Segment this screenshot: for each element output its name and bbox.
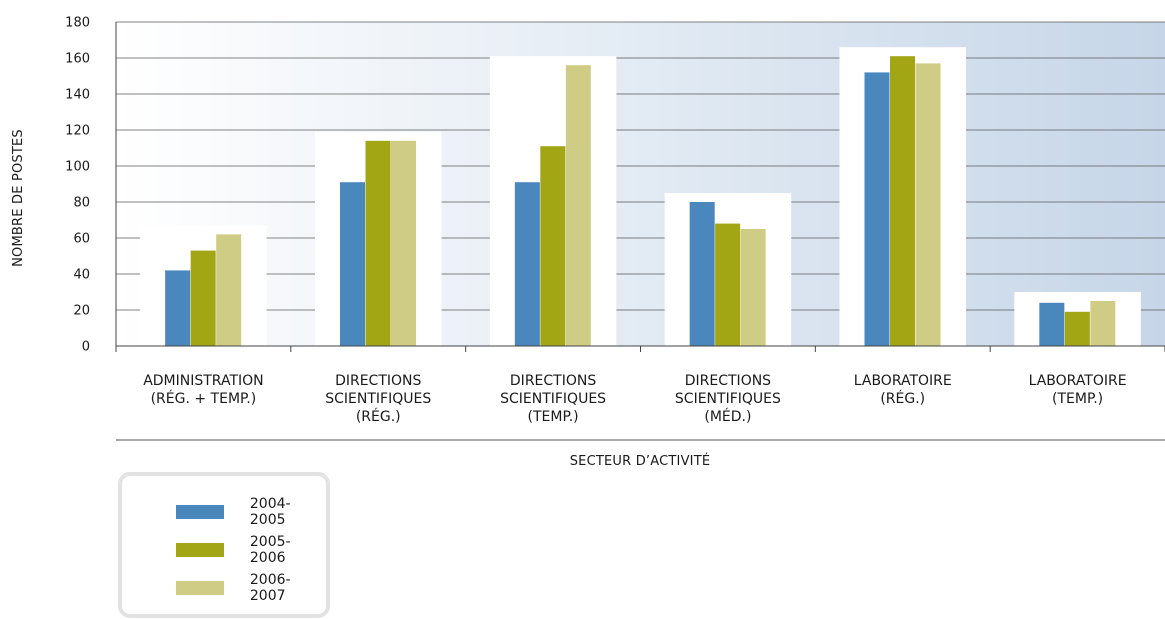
legend-label: 2004-2005	[249, 496, 291, 528]
legend-item: 2006-2007	[176, 572, 326, 604]
bar	[1090, 301, 1116, 346]
bar	[890, 56, 915, 346]
bar	[540, 146, 566, 346]
y-tick-label: 120	[65, 124, 90, 139]
legend-item: 2004-2005	[176, 496, 326, 528]
bar	[190, 250, 216, 346]
bar	[1039, 302, 1065, 346]
bar	[216, 234, 242, 346]
y-tick-label: 80	[73, 196, 90, 211]
bar	[864, 72, 890, 347]
legend-swatch	[176, 505, 224, 519]
bar	[165, 270, 191, 346]
legend-item: 2005-2006	[176, 534, 326, 566]
legend-swatch	[176, 543, 224, 557]
x-tick-label: DIRECTIONS SCIENTIFIQUES (MÉD.)	[675, 373, 781, 425]
y-tick-label: 180	[65, 16, 90, 31]
y-tick-label: 20	[73, 304, 90, 319]
y-tick-label: 60	[73, 232, 90, 247]
category-labels: ADMINISTRATION (RÉG. + TEMP.) DIRECTIONS SC…	[143, 373, 1126, 425]
legend-label: 2006-2007	[249, 572, 291, 604]
bar	[915, 63, 941, 347]
legend: 2004-2005 2005-2006 2006-2007	[118, 472, 330, 618]
y-tick-label: 100	[65, 160, 90, 175]
bar	[565, 65, 591, 346]
bar	[689, 202, 715, 346]
x-tick-label: LABORATOIRE (TEMP.)	[1029, 373, 1127, 407]
bar	[365, 140, 391, 346]
y-axis-ticks: 0 20 40 60 80 100 120 140 160 180	[65, 16, 117, 355]
y-tick-label: 140	[65, 88, 90, 103]
bar	[391, 140, 416, 346]
bar	[1064, 311, 1090, 346]
y-tick-label: 160	[65, 52, 90, 67]
bars	[165, 56, 1116, 347]
legend-label: 2005-2006	[249, 534, 291, 566]
x-axis	[115, 345, 1165, 352]
y-tick-label: 0	[82, 340, 90, 355]
bar	[340, 182, 365, 346]
bar	[740, 229, 766, 346]
bar	[514, 182, 540, 346]
x-tick-label: LABORATOIRE (RÉG.)	[854, 373, 952, 407]
x-tick-label: ADMINISTRATION (RÉG. + TEMP.)	[143, 373, 263, 407]
x-tick-label: DIRECTIONS SCIENTIFIQUES (RÉG.)	[325, 373, 431, 425]
bar-chart: 0 20 40 60 80 100 120 140 160 180 ADMINISTRATION(…	[11, 16, 1165, 469]
y-tick-label: 40	[73, 268, 90, 283]
plot-background	[116, 22, 1165, 346]
gridlines	[116, 21, 1165, 311]
bar	[715, 223, 741, 346]
y-axis-title: NOMBRE DE POSTES	[11, 129, 26, 267]
x-axis-title: SECTEUR D’ACTIVITÉ	[570, 453, 711, 469]
legend-swatch	[176, 581, 224, 595]
x-tick-label: DIRECTIONS SCIENTIFIQUES (TEMP.)	[500, 373, 606, 425]
